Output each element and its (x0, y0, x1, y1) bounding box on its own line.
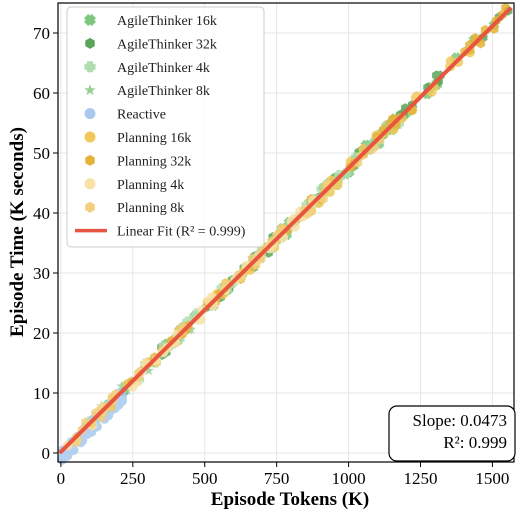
x-tick-label: 1000 (332, 469, 366, 488)
data-point (122, 384, 133, 395)
x-tick-label: 0 (57, 469, 66, 488)
axes (57, 2, 515, 463)
x-tick-label: 250 (120, 469, 146, 488)
legend-marker (85, 37, 95, 49)
plot-frame (57, 2, 515, 463)
legend-marker (83, 13, 97, 27)
annotation-r2: R²: 0.999 (443, 433, 507, 452)
x-tick-label: 1250 (403, 469, 437, 488)
linear-fit-line (58, 7, 512, 454)
x-tick-label: 500 (192, 469, 218, 488)
y-axis-label: Episode Time (K seconds) (7, 127, 28, 337)
legend-label: AgileThinker 16k (117, 14, 217, 29)
legend-box (66, 6, 265, 248)
legend-label: Linear Fit (R² = 0.999) (117, 225, 246, 240)
legend-marker (84, 84, 96, 96)
x-axis-label: Episode Tokens (K) (211, 489, 369, 510)
data-point (61, 449, 72, 460)
x-tick-label: 750 (264, 469, 290, 488)
y-tick-label: 0 (42, 444, 51, 463)
annotation-box (388, 405, 516, 462)
legend-marker (85, 201, 95, 213)
tick-labels: 0 250 500 750 1000 1250 1500 0 10 20 30 40 50 60 70 (33, 24, 509, 488)
legend-label: AgileThinker 8k (117, 84, 210, 99)
legend: AgileThinker 16k AgileThinker 32k AgileThi… (66, 6, 265, 248)
y-tick-label: 10 (33, 384, 50, 403)
y-tick-label: 20 (33, 324, 50, 343)
annotation-slope: Slope: 0.0473 (413, 411, 507, 430)
legend-label: Planning 16k (117, 131, 191, 146)
legend-marker (84, 61, 96, 73)
legend-label: AgileThinker 32k (117, 37, 217, 52)
legend-label: AgileThinker 4k (117, 61, 210, 76)
legend-marker (84, 131, 96, 143)
data-point (116, 380, 127, 391)
stats-annotation: Slope: 0.0473 R²: 0.999 (388, 405, 516, 462)
y-tick-label: 50 (33, 144, 50, 163)
y-tick-label: 60 (33, 84, 50, 103)
legend-label: Reactive (117, 108, 166, 123)
x-tick-label: 1500 (475, 469, 509, 488)
y-tick-label: 40 (33, 204, 50, 223)
y-tick-label: 70 (33, 24, 50, 43)
data-point (143, 365, 154, 376)
fit-line-group (58, 7, 512, 454)
legend-label: Planning 32k (117, 154, 191, 169)
y-tick-label: 30 (33, 264, 50, 283)
legend-label: Planning 4k (117, 178, 184, 193)
legend-label: Planning 8k (117, 201, 184, 216)
legend-marker (84, 108, 96, 120)
legend-marker (85, 154, 95, 166)
legend-marker (84, 178, 96, 190)
